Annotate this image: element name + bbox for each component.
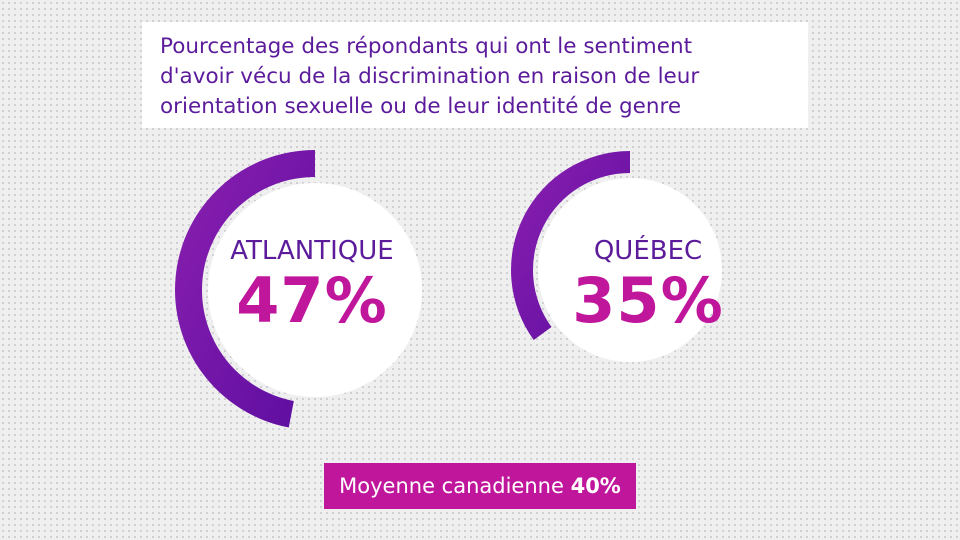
- canadian-average-label: Moyenne canadienne: [339, 474, 564, 498]
- donut-atlantique: [175, 150, 422, 428]
- region-value-quebec: 35%: [572, 264, 724, 337]
- title-line-3: orientation sexuelle ou de leur identité…: [160, 94, 682, 119]
- region-label-quebec: QUÉBEC: [593, 236, 703, 266]
- donut-text-quebec: QUÉBEC 35%: [548, 236, 748, 336]
- donut-text-atlantique: ATLANTIQUE 47%: [214, 236, 410, 336]
- region-value-atlantique: 47%: [236, 264, 388, 337]
- donut-arc-atlantique: [175, 150, 315, 428]
- donut-quebec: [511, 151, 722, 362]
- donut-center-atlantique: [208, 183, 422, 397]
- title-line-1: Pourcentage des répondants qui ont le se…: [160, 34, 693, 59]
- donut-center-quebec: [538, 178, 722, 362]
- donut-arc-quebec: [511, 151, 630, 340]
- region-label-atlantique: ATLANTIQUE: [230, 236, 394, 266]
- title-line-2: d'avoir vécu de la discrimination en rai…: [160, 64, 700, 89]
- canadian-average-value: 40%: [570, 474, 621, 498]
- canadian-average-badge: Moyenne canadienne 40%: [324, 463, 636, 509]
- chart-title: Pourcentage des répondants qui ont le se…: [142, 22, 808, 128]
